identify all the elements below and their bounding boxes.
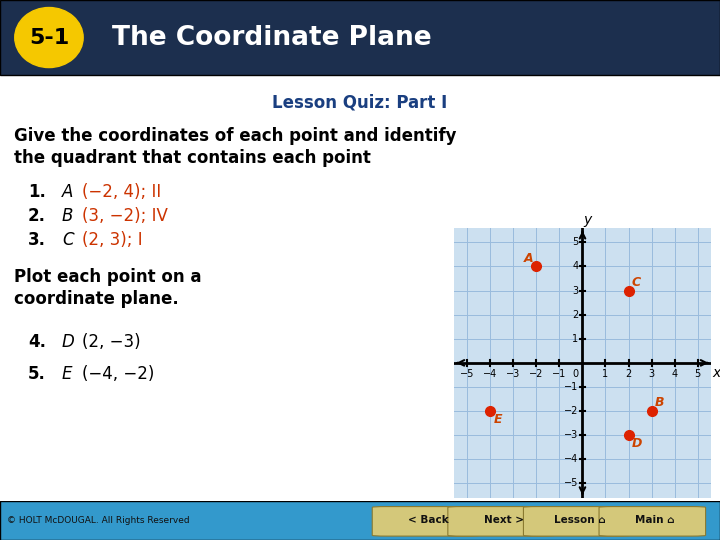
Text: < Back: < Back	[408, 515, 449, 525]
Text: A: A	[62, 183, 73, 201]
Text: 3: 3	[572, 286, 578, 295]
Text: −5: −5	[564, 478, 578, 488]
Text: D: D	[632, 437, 642, 450]
Text: −3: −3	[506, 369, 521, 379]
Text: C: C	[632, 275, 641, 288]
Text: 3: 3	[649, 369, 654, 379]
Text: −4: −4	[564, 454, 578, 464]
Text: 0: 0	[572, 369, 578, 379]
Text: Next >: Next >	[484, 515, 524, 525]
Text: The Coordinate Plane: The Coordinate Plane	[112, 24, 431, 51]
Text: E: E	[494, 413, 503, 426]
Text: Give the coordinates of each point and identify: Give the coordinates of each point and i…	[14, 127, 456, 145]
Ellipse shape	[14, 8, 84, 68]
Text: 5: 5	[694, 369, 701, 379]
Text: 4: 4	[672, 369, 678, 379]
Text: −2: −2	[529, 369, 544, 379]
Text: (3, −2); IV: (3, −2); IV	[82, 207, 168, 225]
Text: −3: −3	[564, 430, 578, 440]
Text: 2.: 2.	[28, 207, 46, 225]
Text: (−4, −2): (−4, −2)	[82, 365, 154, 383]
Text: 5-1: 5-1	[29, 28, 69, 48]
Text: coordinate plane.: coordinate plane.	[14, 290, 179, 308]
Text: C: C	[62, 231, 73, 249]
Text: 4.: 4.	[28, 333, 46, 351]
Text: y: y	[583, 213, 591, 227]
FancyBboxPatch shape	[599, 507, 706, 536]
Text: 4: 4	[572, 261, 578, 272]
Text: −5: −5	[460, 369, 474, 379]
Text: −1: −1	[552, 369, 567, 379]
Text: the quadrant that contains each point: the quadrant that contains each point	[14, 149, 371, 167]
Text: x: x	[713, 366, 720, 380]
Text: Lesson Quiz: Part I: Lesson Quiz: Part I	[272, 93, 448, 111]
FancyBboxPatch shape	[523, 507, 630, 536]
Text: B: B	[62, 207, 73, 225]
Text: Main ⌂: Main ⌂	[636, 515, 675, 525]
Text: E: E	[62, 365, 73, 383]
Text: 5: 5	[572, 238, 578, 247]
Text: D: D	[62, 333, 75, 351]
Text: 1: 1	[603, 369, 608, 379]
Text: 1.: 1.	[28, 183, 46, 201]
Text: 5.: 5.	[28, 365, 46, 383]
FancyBboxPatch shape	[0, 501, 720, 540]
Text: −2: −2	[564, 406, 578, 416]
FancyBboxPatch shape	[0, 0, 720, 75]
Text: −4: −4	[483, 369, 498, 379]
Text: −1: −1	[564, 382, 578, 392]
Text: A: A	[523, 252, 534, 265]
Text: Lesson ⌂: Lesson ⌂	[554, 515, 606, 525]
Text: © HOLT McDOUGAL. All Rights Reserved: © HOLT McDOUGAL. All Rights Reserved	[7, 516, 190, 525]
FancyBboxPatch shape	[448, 507, 554, 536]
FancyBboxPatch shape	[372, 507, 479, 536]
Text: (2, 3); I: (2, 3); I	[82, 231, 143, 249]
Text: B: B	[655, 396, 665, 409]
Text: 1: 1	[572, 334, 578, 344]
Text: Plot each point on a: Plot each point on a	[14, 268, 202, 286]
Text: (2, −3): (2, −3)	[82, 333, 140, 351]
Text: 2: 2	[572, 309, 578, 320]
Text: 2: 2	[626, 369, 631, 379]
Text: 3.: 3.	[28, 231, 46, 249]
Text: (−2, 4); II: (−2, 4); II	[82, 183, 161, 201]
